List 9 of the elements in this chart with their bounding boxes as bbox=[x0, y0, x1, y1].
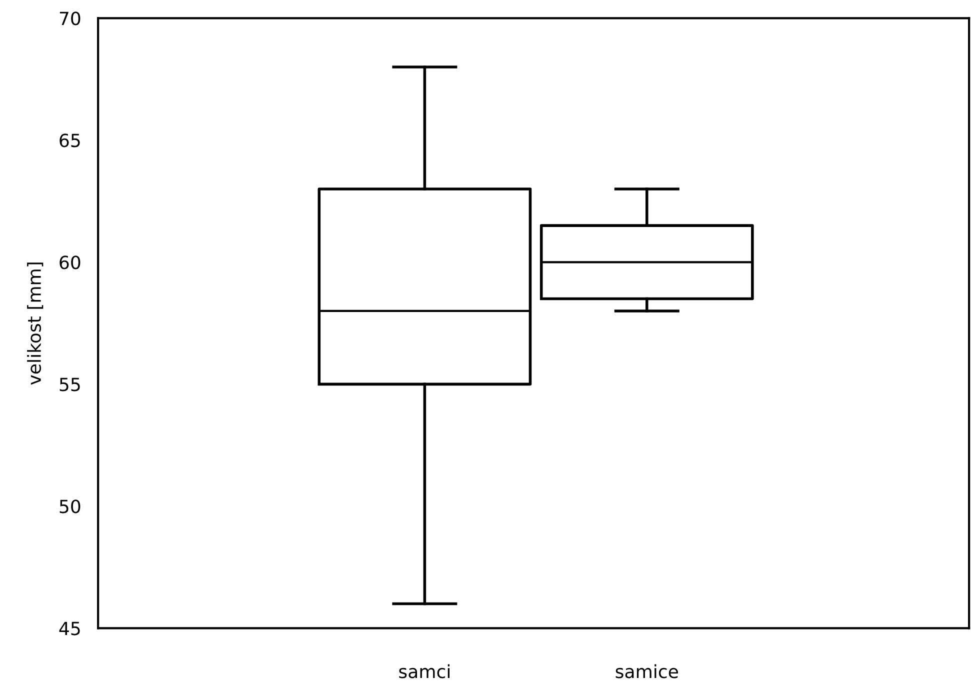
y-tick-label: 65 bbox=[60, 134, 80, 148]
x-tick-label: samci bbox=[399, 664, 450, 678]
y-tick-label: 60 bbox=[60, 256, 80, 270]
y-tick-label: 55 bbox=[60, 378, 80, 392]
y-tick-label: 45 bbox=[59, 622, 80, 636]
y-tick-label: 70 bbox=[60, 12, 80, 26]
y-tick-label: 50 bbox=[60, 500, 80, 514]
x-tick-label: samice bbox=[616, 664, 678, 678]
y-axis-title: velikost [mm] bbox=[27, 262, 44, 385]
